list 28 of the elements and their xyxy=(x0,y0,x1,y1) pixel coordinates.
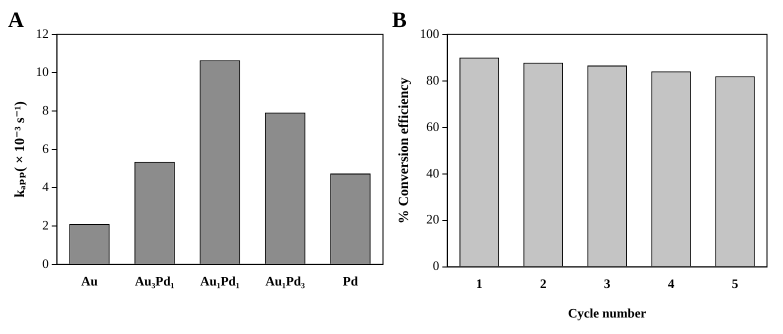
y-tick-label: 4 xyxy=(42,179,50,194)
y-axis-title: kₐₚₚ( × 10⁻³ s⁻¹) xyxy=(13,100,28,198)
x-tick-label: Au xyxy=(81,274,98,289)
x-tick-label: Au₃Pd₁ xyxy=(134,274,175,289)
x-axis-title: Cycle number xyxy=(568,306,647,321)
y-tick-label: 0 xyxy=(432,258,440,274)
x-tick-label: 1 xyxy=(476,276,483,291)
y-tick-label: 6 xyxy=(42,140,50,156)
y-tick-label: 0 xyxy=(42,256,49,271)
x-tick-label: 5 xyxy=(732,276,739,291)
y-tick-label: 60 xyxy=(426,118,440,134)
y-tick-label: 100 xyxy=(420,26,440,41)
x-tick-label: Au₁Pd₁ xyxy=(200,274,240,289)
chart-title: B xyxy=(392,6,407,32)
chart-title: A xyxy=(8,6,24,32)
x-tick-label: 4 xyxy=(668,276,675,291)
y-tick-label: 80 xyxy=(426,72,440,88)
x-tick-label: Pd xyxy=(342,274,359,289)
x-tick-label: Au₁Pd₃ xyxy=(265,274,306,289)
y-tick-label: 40 xyxy=(426,165,440,180)
y-tick-label: 2 xyxy=(42,217,49,232)
y-tick-label: 10 xyxy=(36,64,49,80)
y-tick-label: 20 xyxy=(426,212,440,227)
x-tick-label: 3 xyxy=(604,276,611,291)
y-tick-label: 8 xyxy=(42,102,49,118)
y-axis-title: % Conversion efficiency xyxy=(397,78,412,224)
y-tick-label: 12 xyxy=(36,26,49,41)
x-tick-label: 2 xyxy=(540,276,546,291)
